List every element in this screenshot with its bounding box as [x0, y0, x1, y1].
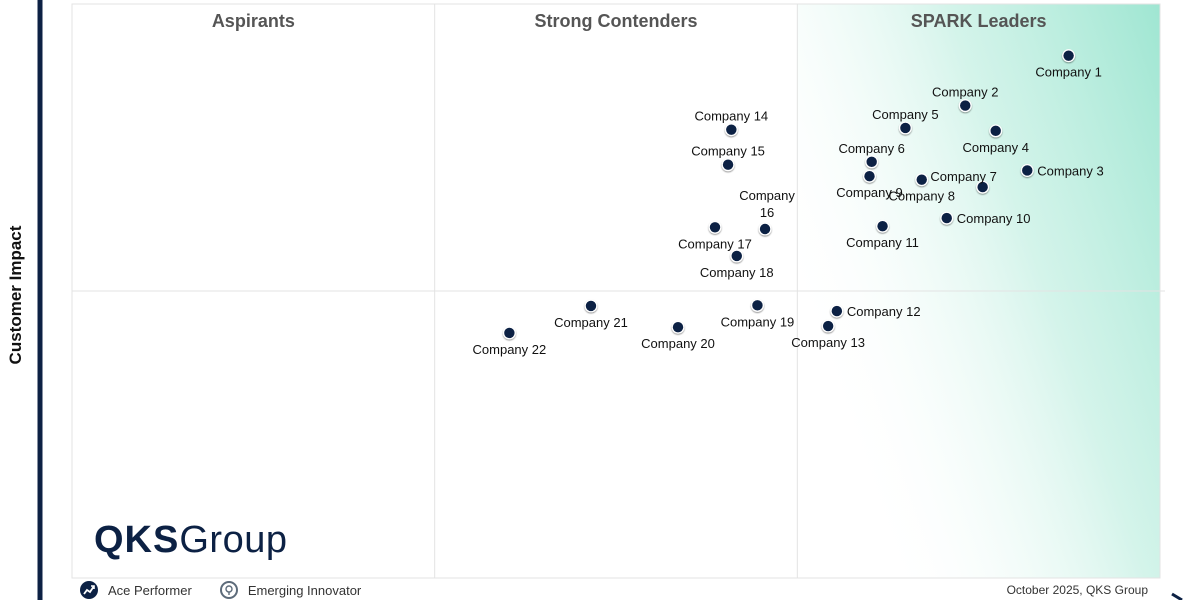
company-point: Company 13 [791, 319, 865, 350]
point-marker [585, 300, 597, 312]
company-point: Company 2 [932, 85, 998, 113]
company-point: Company 16 [739, 188, 795, 236]
point-label: 16 [760, 205, 774, 220]
company-point: Company 4 [962, 124, 1029, 155]
point-label: Company 17 [678, 236, 752, 251]
logo-regular-text: Group [179, 519, 288, 561]
company-point: Company 19 [721, 298, 795, 329]
point-marker [960, 100, 971, 111]
point-label: Company 3 [1037, 163, 1103, 178]
point-label: Company 19 [721, 314, 795, 329]
ace-performer-icon [80, 581, 98, 599]
company-point: Company 22 [473, 326, 547, 357]
company-point: Company 1 [1035, 49, 1102, 80]
qks-group-logo: QKSGroup [94, 519, 287, 562]
legend: Ace Performer Emerging Innovator [80, 580, 389, 600]
quadrant-title: SPARK Leaders [911, 11, 1047, 31]
point-label: Company 5 [872, 107, 938, 122]
point-label: Company 13 [791, 335, 865, 350]
point-marker [504, 327, 515, 339]
company-point: Company 20 [641, 320, 715, 351]
quadrant-title: Aspirants [212, 11, 295, 31]
point-marker [864, 171, 875, 182]
point-label: Company 22 [473, 342, 547, 357]
point-marker [722, 159, 734, 170]
company-point: Company 21 [554, 299, 628, 330]
emerging-innovator-icon [219, 581, 238, 599]
company-point: Company 15 [691, 144, 765, 172]
x-axis-arrow [1171, 592, 1183, 602]
point-label: Company 1 [1035, 65, 1101, 80]
point-label: Company 21 [554, 315, 628, 330]
point-marker [941, 212, 952, 224]
company-point: Company 18 [700, 249, 774, 280]
point-marker [822, 320, 834, 332]
point-label: Company [739, 188, 795, 203]
point-label: Company 15 [691, 144, 765, 159]
legend-item-ace-performer: Ace Performer [80, 581, 192, 599]
legend-item-emerging-innovator: Emerging Innovator [219, 581, 362, 599]
point-label: Company 6 [838, 141, 904, 156]
company-point: Company 6 [838, 141, 905, 169]
point-marker [900, 122, 911, 134]
point-label: Company 4 [962, 140, 1028, 155]
point-marker [916, 174, 927, 185]
point-marker [672, 321, 684, 333]
point-label: Company 20 [641, 336, 715, 351]
company-point: Company 10 [940, 211, 1030, 226]
point-label: Company 10 [957, 211, 1031, 226]
company-point: Company 9 [836, 169, 903, 200]
point-marker [759, 223, 771, 235]
point-marker [1022, 165, 1033, 176]
legend-label: Ace Performer [108, 582, 192, 598]
point-label: Company 2 [932, 85, 998, 100]
company-point: Company 7 [930, 169, 997, 194]
point-marker [709, 222, 721, 233]
company-point: Company 14 [694, 109, 768, 137]
point-marker [1063, 50, 1074, 61]
company-point: Company 11 [846, 219, 919, 250]
point-label: Company 11 [846, 235, 919, 250]
company-point: Company 5 [872, 107, 939, 135]
point-label: Company 8 [888, 189, 954, 204]
point-marker [990, 125, 1001, 137]
point-label: Company 14 [694, 109, 768, 124]
point-label: Company 7 [930, 169, 996, 184]
point-marker [831, 305, 843, 317]
point-label: Company 9 [836, 185, 902, 200]
company-point: Company 3 [1020, 163, 1104, 178]
legend-label: Emerging Innovator [247, 582, 362, 598]
company-point: Company 17 [678, 220, 752, 251]
company-point: Company 12 [830, 304, 921, 319]
point-marker [726, 124, 737, 135]
point-label: Company 12 [847, 304, 921, 319]
company-point: Company 8 [888, 173, 955, 204]
point-marker [731, 250, 742, 262]
point-marker [877, 220, 888, 232]
footer-note: October 2025, QKS Group [1006, 583, 1148, 597]
logo-bold-text: QKS [94, 519, 180, 561]
y-axis-label: Customer Impact [6, 225, 25, 365]
point-label: Company 18 [700, 265, 774, 280]
point-marker [866, 156, 877, 168]
point-marker [752, 300, 763, 311]
point-marker [977, 181, 988, 193]
quadrant-title: Strong Contenders [534, 11, 697, 31]
